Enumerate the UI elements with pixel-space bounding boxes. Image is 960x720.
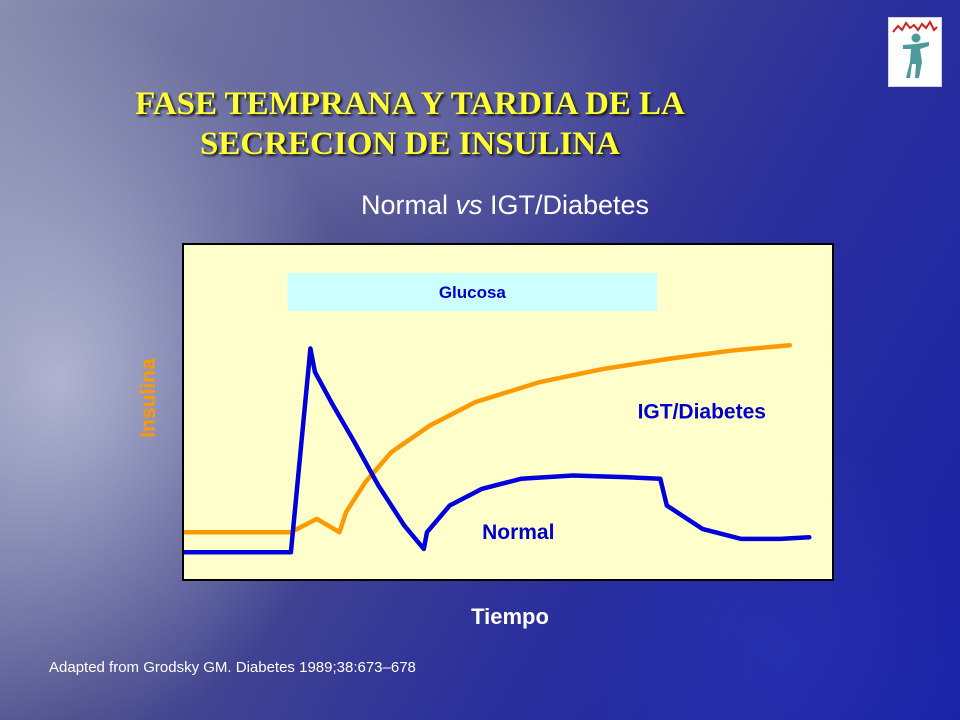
title-line-2: SECRECION DE INSULINA (200, 126, 620, 162)
curve-label-igt-diabetes: IGT/Diabetes (638, 401, 766, 424)
glucose-bar-label: Glucosa (439, 283, 507, 302)
subtitle-text-1: Normal (360, 190, 456, 220)
chart-canvas: Glucosa IGT/Diabetes Normal (184, 273, 812, 555)
logo-icon (888, 17, 942, 87)
series-line-igt-diabetes (184, 342, 793, 535)
chart-plot-area: Glucosa IGT/Diabetes Normal (182, 243, 834, 581)
x-axis-label: Tiempo (471, 604, 549, 629)
curve-label-normal: Normal (482, 521, 554, 544)
series-line-normal (184, 346, 812, 555)
subtitle-text-2: IGT/Diabetes (482, 190, 650, 220)
source-citation: Adapted from Grodsky GM. Diabetes 1989;3… (49, 659, 416, 676)
title-line-1: FASE TEMPRANA Y TARDIA DE LA (135, 86, 685, 122)
slide-subtitle: Normal vs IGT/Diabetes (300, 190, 710, 221)
subtitle-italic-vs: vs (455, 190, 483, 220)
glucose-bar (287, 273, 658, 311)
y-axis-label: Insulina (137, 358, 160, 438)
slide-title: FASE TEMPRANA Y TARDIA DE LA SECRECION D… (120, 84, 700, 164)
